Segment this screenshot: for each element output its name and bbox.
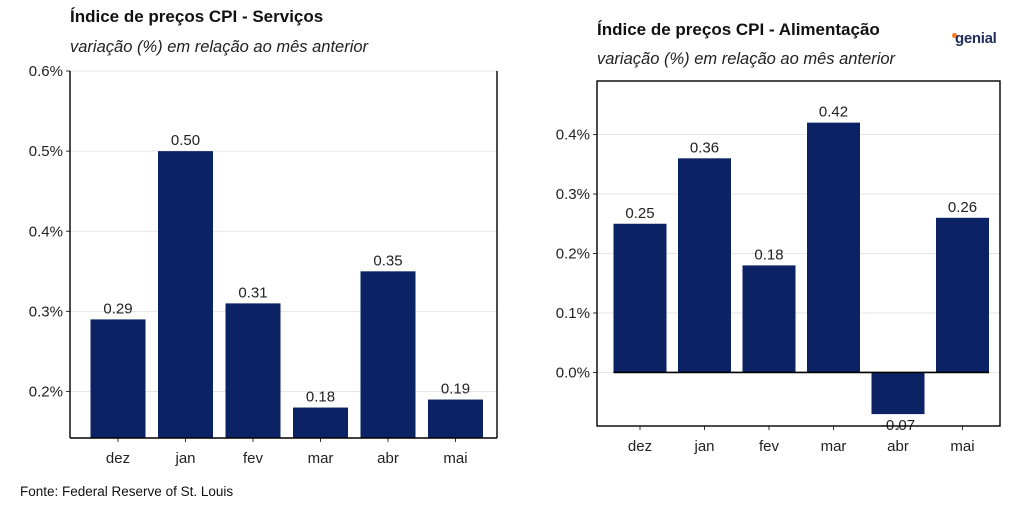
bar-dez: [90, 319, 146, 438]
logo-dot-icon: [952, 33, 957, 38]
x-tick-label-mai: mai: [950, 438, 974, 455]
x-tick-label-jan: jan: [174, 450, 195, 467]
bar-mar: [293, 407, 348, 438]
y-tick-label: 0.4%: [29, 223, 63, 240]
x-tick-label-mai: mai: [443, 450, 467, 467]
left-chart-subtitle: variação (%) em relação ao mês anterior: [70, 38, 369, 56]
chart-alimentacao: 0.25dez0.36jan0.18fev0.42mar-0.07abr0.26…: [556, 80, 1001, 455]
bar-dez: [613, 223, 667, 373]
source-note: Fonte: Federal Reserve of St. Louis: [20, 484, 234, 499]
right-chart-title: Índice de preços CPI - Alimentação: [597, 20, 880, 39]
value-label-fev: 0.18: [754, 246, 783, 263]
bar-abr: [871, 372, 925, 415]
bar-jan: [678, 158, 731, 373]
bar-jan: [158, 151, 213, 439]
value-label-dez: 0.29: [103, 300, 132, 317]
value-label-mar: 0.42: [819, 104, 848, 121]
y-tick-label: 0.1%: [556, 305, 590, 322]
x-tick-label-jan: jan: [693, 438, 714, 455]
value-label-jan: 0.50: [171, 132, 200, 149]
x-tick-label-dez: dez: [106, 450, 130, 467]
x-tick-label-mar: mar: [821, 438, 847, 455]
x-tick-label-abr: abr: [377, 450, 399, 467]
y-tick-label: 0.3%: [29, 303, 63, 320]
bar-fev: [225, 303, 281, 438]
value-label-fev: 0.31: [238, 284, 267, 301]
left-chart-title: Índice de preços CPI - Serviços: [70, 7, 324, 26]
genial-logo: genial: [955, 30, 997, 47]
plot-frame: [596, 80, 1001, 427]
y-tick-label: 0.2%: [556, 246, 590, 263]
value-label-mar: 0.18: [306, 389, 335, 406]
x-tick-label-mar: mar: [308, 450, 334, 467]
y-tick-label: 0.3%: [556, 186, 590, 203]
value-label-dez: 0.25: [625, 205, 654, 222]
bar-mai: [428, 399, 483, 438]
bar-abr: [360, 271, 416, 438]
y-tick-label: 0.2%: [29, 384, 63, 401]
y-tick-label: 0.4%: [556, 127, 590, 144]
bar-mar: [807, 122, 860, 373]
right-chart-subtitle: variação (%) em relação ao mês anterior: [597, 50, 896, 68]
bar-fev: [742, 265, 796, 373]
x-tick-label-fev: fev: [759, 438, 780, 455]
x-tick-label-dez: dez: [628, 438, 652, 455]
x-tick-label-fev: fev: [243, 450, 264, 467]
value-label-mai: 0.19: [441, 381, 470, 398]
value-label-mai: 0.26: [948, 199, 977, 216]
y-tick-label: 0.5%: [29, 143, 63, 160]
y-tick-label: 0.6%: [29, 63, 63, 80]
value-label-jan: 0.36: [690, 139, 719, 156]
x-tick-label-abr: abr: [887, 438, 909, 455]
value-label-abr: 0.35: [373, 252, 402, 269]
chart-servicos: 0.29 dez 0.50 jan 0.31 fev 0.18 mar 0.35 abr 0.19 m…: [29, 63, 498, 467]
bar-mai: [936, 217, 989, 373]
y-tick-label: 0.0%: [556, 364, 590, 381]
